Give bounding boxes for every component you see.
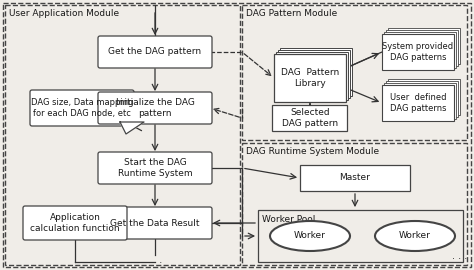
Ellipse shape [270, 221, 350, 251]
FancyBboxPatch shape [98, 207, 212, 239]
FancyBboxPatch shape [388, 28, 460, 64]
FancyBboxPatch shape [382, 34, 454, 70]
FancyBboxPatch shape [98, 92, 212, 124]
FancyBboxPatch shape [386, 81, 458, 117]
FancyBboxPatch shape [30, 90, 134, 126]
FancyBboxPatch shape [274, 54, 346, 102]
FancyBboxPatch shape [300, 165, 410, 191]
Text: Get the DAG pattern: Get the DAG pattern [109, 48, 201, 56]
Text: System provided
DAG patterns: System provided DAG patterns [383, 42, 454, 62]
FancyBboxPatch shape [278, 50, 350, 98]
Text: . . .: . . . [452, 251, 468, 261]
Text: DAG Pattern Module: DAG Pattern Module [246, 9, 337, 19]
FancyBboxPatch shape [98, 36, 212, 68]
Text: Worker: Worker [294, 231, 326, 241]
Text: Selected
DAG pattern: Selected DAG pattern [282, 108, 338, 128]
FancyBboxPatch shape [276, 52, 348, 100]
FancyBboxPatch shape [23, 206, 127, 240]
FancyBboxPatch shape [273, 105, 347, 131]
FancyBboxPatch shape [382, 85, 454, 121]
Ellipse shape [375, 221, 455, 251]
Text: User Application Module: User Application Module [9, 9, 119, 19]
Text: DAG size, Data mapping
for each DAG node, etc: DAG size, Data mapping for each DAG node… [31, 98, 133, 118]
FancyBboxPatch shape [384, 32, 456, 68]
Text: DAG Runtime System Module: DAG Runtime System Module [246, 147, 379, 157]
FancyBboxPatch shape [384, 83, 456, 119]
Text: DAG  Pattern
Library: DAG Pattern Library [281, 68, 339, 88]
FancyBboxPatch shape [388, 79, 460, 115]
Polygon shape [120, 122, 144, 134]
Text: . . .: . . . [147, 255, 163, 265]
Text: Master: Master [339, 174, 371, 183]
Text: User  defined
DAG patterns: User defined DAG patterns [390, 93, 446, 113]
FancyBboxPatch shape [386, 30, 458, 66]
Text: Start the DAG
Runtime System: Start the DAG Runtime System [118, 158, 192, 178]
FancyBboxPatch shape [98, 152, 212, 184]
Text: Get the Data Result: Get the Data Result [110, 218, 200, 228]
Text: Worker: Worker [399, 231, 431, 241]
Text: Initialize the DAG
pattern: Initialize the DAG pattern [116, 98, 194, 118]
FancyBboxPatch shape [280, 48, 352, 96]
Text: Application
calculation function: Application calculation function [30, 213, 120, 233]
Text: Worker Pool: Worker Pool [262, 214, 315, 224]
